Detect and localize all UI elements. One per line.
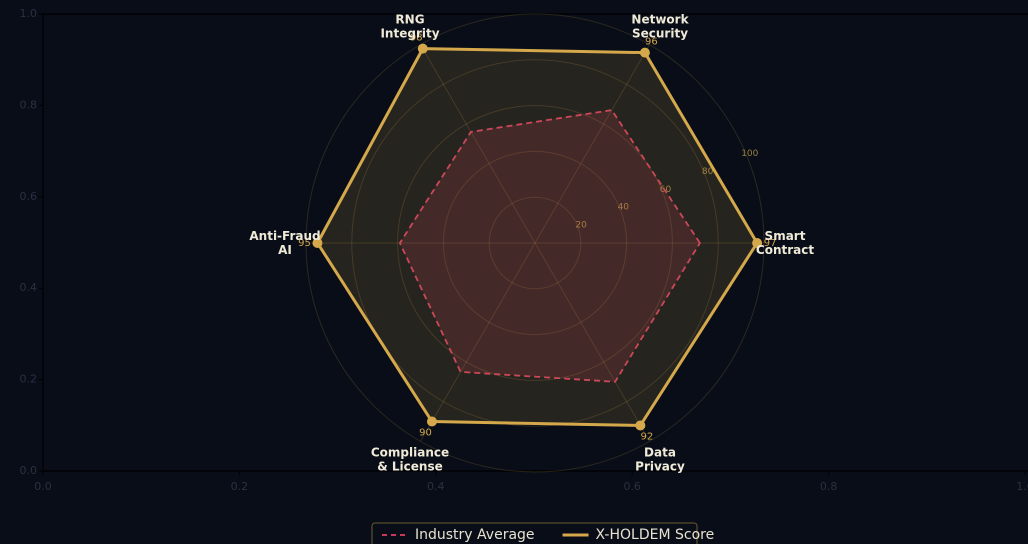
y-tick-label: 0.8 bbox=[20, 98, 38, 111]
data-label: 90 bbox=[419, 428, 432, 439]
grid-circle bbox=[397, 105, 673, 381]
y-tick-label: 0.0 bbox=[20, 464, 38, 477]
category-label-line: Data bbox=[644, 445, 676, 459]
radar-point bbox=[417, 43, 428, 54]
x-tick-label: 0.6 bbox=[623, 480, 641, 493]
spoke bbox=[420, 242, 536, 442]
category-label-line: RNG bbox=[395, 12, 424, 26]
category-label-line: Contract bbox=[756, 243, 814, 257]
r-tick-label: 80 bbox=[702, 167, 714, 177]
category-label-line: Smart bbox=[765, 229, 806, 243]
category-label: RNG Integrity bbox=[380, 12, 439, 40]
y-tick-label: 0.4 bbox=[20, 281, 38, 294]
radar-point bbox=[752, 238, 763, 248]
category-label-line: & License bbox=[377, 459, 442, 473]
category-label-line: AI bbox=[278, 243, 292, 257]
y-tick-label: 0.2 bbox=[20, 373, 38, 386]
spoke bbox=[534, 44, 650, 244]
r-tick-label: 100 bbox=[741, 149, 758, 159]
radar-area bbox=[399, 109, 701, 383]
category-label-line: Integrity bbox=[380, 26, 439, 40]
y-tick-label: 1.0 bbox=[20, 7, 38, 20]
category-label: Network Security bbox=[631, 12, 689, 40]
legend-box bbox=[371, 522, 698, 544]
x-tick-label: 0.2 bbox=[231, 480, 249, 493]
radar-point bbox=[635, 420, 646, 431]
data-label: 96 bbox=[645, 36, 658, 47]
radar-point bbox=[639, 47, 650, 58]
radar-point bbox=[312, 238, 323, 248]
radar-area bbox=[316, 47, 759, 427]
spoke bbox=[420, 44, 536, 244]
category-label-line: Network bbox=[631, 12, 689, 26]
category-label-line: Security bbox=[632, 26, 688, 40]
category-label: Anti-Fraud AI bbox=[249, 229, 320, 257]
category-label-line: Anti-Fraud bbox=[249, 229, 320, 243]
category-label-line: Privacy bbox=[635, 459, 685, 473]
spoke bbox=[534, 242, 650, 442]
x-tick-label: 0.8 bbox=[820, 480, 838, 493]
category-label-line: Compliance bbox=[371, 445, 449, 459]
data-label: 97 bbox=[764, 238, 777, 249]
grid-circle bbox=[488, 196, 582, 290]
legend-label: X-HOLDEM Score bbox=[596, 527, 715, 543]
grid-circle bbox=[305, 13, 765, 473]
radar-point bbox=[426, 416, 437, 427]
category-label: Compliance & License bbox=[371, 445, 449, 473]
r-tick-label: 40 bbox=[618, 203, 630, 213]
r-tick-label: 20 bbox=[575, 221, 587, 231]
data-label: 98 bbox=[410, 32, 423, 43]
data-label: 92 bbox=[640, 432, 653, 443]
x-tick-label: 0.4 bbox=[427, 480, 445, 493]
x-tick-label: 1.0 bbox=[1016, 480, 1028, 493]
grid-circle bbox=[351, 59, 719, 427]
category-label: Smart Contract bbox=[756, 229, 814, 257]
grid-circle bbox=[442, 150, 628, 336]
category-label: Data Privacy bbox=[635, 445, 685, 473]
y-tick-label: 0.6 bbox=[20, 190, 38, 203]
data-label: 95 bbox=[298, 238, 311, 249]
x-tick-label: 0.0 bbox=[34, 480, 52, 493]
legend-label: Industry Average bbox=[415, 527, 535, 543]
